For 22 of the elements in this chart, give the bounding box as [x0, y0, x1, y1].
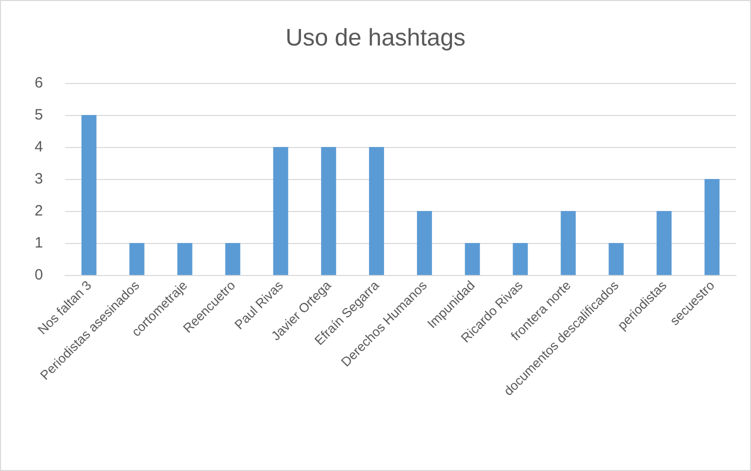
- y-tick-label: 3: [34, 170, 43, 188]
- bar: [225, 243, 240, 275]
- y-tick-label: 4: [34, 138, 43, 156]
- bar: [273, 147, 288, 275]
- bar: [129, 243, 144, 275]
- chart-title: Uso de hashtags: [285, 24, 466, 52]
- bar: [704, 179, 720, 275]
- y-tick-label: 1: [34, 234, 43, 252]
- bar: [416, 211, 432, 275]
- bar: [608, 243, 624, 275]
- bar: [560, 211, 576, 275]
- bar: [512, 243, 528, 275]
- bar: [369, 147, 384, 275]
- y-tick-label: 6: [34, 74, 43, 92]
- bar: [81, 115, 96, 275]
- bar: [656, 211, 672, 275]
- bar: [321, 147, 336, 275]
- bar: [177, 243, 192, 275]
- y-tick-label: 5: [34, 106, 43, 124]
- y-tick-label: 0: [34, 266, 43, 284]
- bar: [464, 243, 480, 275]
- y-tick-label: 2: [34, 202, 43, 220]
